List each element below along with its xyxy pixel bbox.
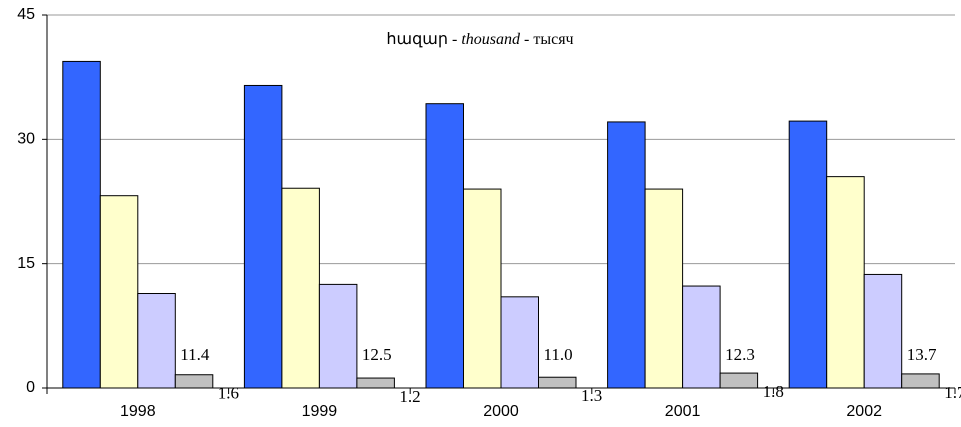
value-label: 11.0 xyxy=(544,345,573,364)
bar xyxy=(243,84,283,389)
bar xyxy=(788,120,828,389)
bar xyxy=(863,273,903,389)
annotation: հազար - thousand - тысяч xyxy=(386,31,573,48)
bar xyxy=(356,377,395,389)
x-tick-label: 2000 xyxy=(483,403,519,420)
bar xyxy=(99,195,139,389)
y-tick-label: 0 xyxy=(26,379,35,396)
value-label: 1.2 xyxy=(399,387,420,406)
value-label: 12.3 xyxy=(725,345,755,364)
value-label: 1.8 xyxy=(763,382,784,401)
value-label: 1.7 xyxy=(944,383,961,402)
y-tick-label: 15 xyxy=(17,255,35,272)
bar xyxy=(644,188,684,389)
y-tick-label: 45 xyxy=(17,6,35,23)
value-label: 13.7 xyxy=(907,345,937,364)
annotation-part: հազար - xyxy=(386,31,461,48)
value-label: 12.5 xyxy=(362,345,392,364)
bar xyxy=(174,374,214,389)
x-tick-label: 2001 xyxy=(665,403,701,420)
bar xyxy=(425,103,464,389)
x-tick-label: 2002 xyxy=(846,403,882,420)
value-label: 11.4 xyxy=(180,345,210,364)
bar xyxy=(281,187,320,389)
bar xyxy=(62,60,101,389)
bar xyxy=(682,285,721,389)
bar xyxy=(137,293,176,389)
bar xyxy=(318,283,358,389)
bar xyxy=(538,376,577,389)
x-tick-label: 1999 xyxy=(302,403,338,420)
bar xyxy=(463,188,502,389)
bar xyxy=(607,121,646,389)
annotation-part: - тысяч xyxy=(520,31,574,48)
annotation-part: thousand xyxy=(461,31,521,48)
y-tick-label: 30 xyxy=(17,131,35,148)
value-label: 1.3 xyxy=(581,386,602,405)
bar xyxy=(901,373,940,389)
x-tick-label: 1998 xyxy=(120,403,156,420)
bar xyxy=(500,296,539,389)
value-label: 1.6 xyxy=(218,384,239,403)
bar xyxy=(826,176,865,389)
bar xyxy=(719,372,759,389)
